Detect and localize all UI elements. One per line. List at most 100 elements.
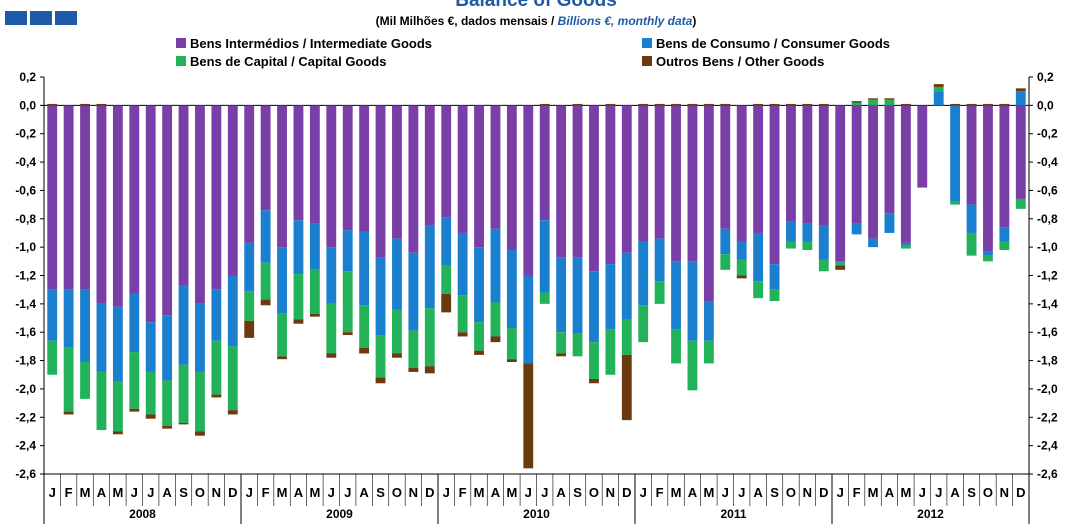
bar-segment-4 bbox=[736, 275, 747, 279]
x-tick-label: J bbox=[328, 485, 335, 500]
bar-segment-2 bbox=[506, 249, 517, 328]
x-tick-label: J bbox=[935, 485, 942, 500]
bar-segment-1 bbox=[145, 105, 156, 323]
bar-segment-4 bbox=[359, 347, 370, 354]
bar-segment-4 bbox=[474, 350, 484, 355]
bar-segment-2 bbox=[933, 91, 944, 106]
bar-segment-4 bbox=[342, 332, 353, 336]
bar-segment-1 bbox=[195, 105, 205, 304]
bar-segment-2 bbox=[195, 303, 205, 372]
bar-segment-3 bbox=[227, 346, 238, 411]
bar-segment-1 bbox=[720, 105, 731, 229]
bar-segment-3 bbox=[112, 381, 123, 432]
bar-segment-2 bbox=[999, 227, 1010, 242]
bar-segment-1 bbox=[277, 105, 287, 248]
chart-subtitle: (Mil Milhões €, dados mensais / Billions… bbox=[0, 13, 1072, 29]
bar-segment-1 bbox=[621, 105, 632, 253]
bar-segment-4 bbox=[408, 367, 419, 372]
x-tick-label: A bbox=[688, 485, 698, 500]
bar-segment-1 bbox=[786, 105, 796, 222]
bar-segment-2 bbox=[112, 306, 123, 382]
legend-label: Bens de Consumo / Consumer Goods bbox=[656, 36, 890, 51]
x-tick-label: A bbox=[950, 485, 960, 500]
x-tick-label: O bbox=[983, 485, 993, 500]
bar-segment-2 bbox=[441, 217, 452, 266]
bar-segment-2 bbox=[900, 242, 911, 246]
bar-segment-2 bbox=[326, 247, 337, 304]
bar-segment-1 bbox=[687, 105, 698, 262]
y-tick-label-left: -1,4 bbox=[15, 297, 36, 311]
x-tick-label: O bbox=[589, 485, 599, 500]
bar-segment-4 bbox=[983, 103, 993, 106]
x-tick-label: A bbox=[294, 485, 304, 500]
x-tick-label: M bbox=[309, 485, 320, 500]
bar-segment-1 bbox=[539, 105, 550, 221]
legend-swatch bbox=[642, 38, 652, 48]
x-tick-label: F bbox=[853, 485, 861, 500]
bar-segment-2 bbox=[408, 252, 419, 331]
bar-segment-2 bbox=[474, 247, 484, 323]
y-tick-label-left: -1,0 bbox=[15, 240, 36, 254]
bar-segment-4 bbox=[326, 353, 337, 358]
y-tick-label-right: -1,2 bbox=[1037, 269, 1058, 283]
bar-segment-1 bbox=[392, 105, 402, 239]
bar-segment-3 bbox=[966, 232, 977, 256]
x-tick-label: A bbox=[753, 485, 763, 500]
bar-segment-2 bbox=[966, 204, 977, 233]
bar-segment-1 bbox=[96, 105, 107, 304]
bar-segment-4 bbox=[589, 379, 599, 384]
bar-segment-1 bbox=[589, 105, 599, 272]
y-tick-label-left: 0,0 bbox=[19, 98, 36, 112]
bar-segment-3 bbox=[490, 302, 501, 337]
x-tick-label: J bbox=[147, 485, 154, 500]
bar-segment-1 bbox=[474, 105, 484, 248]
bar-segment-2 bbox=[769, 264, 780, 290]
bar-segment-1 bbox=[375, 105, 386, 258]
bar-segment-2 bbox=[260, 210, 271, 263]
bar-segment-2 bbox=[96, 303, 107, 372]
y-tick-label-right: -0,4 bbox=[1037, 155, 1058, 169]
bar-segment-1 bbox=[178, 105, 189, 286]
bar-segment-3 bbox=[178, 364, 189, 423]
bar-segment-2 bbox=[983, 251, 993, 256]
bar-segment-4 bbox=[129, 408, 140, 412]
bar-segment-4 bbox=[244, 320, 255, 338]
bar-segment-4 bbox=[457, 332, 468, 337]
bar-segment-4 bbox=[769, 103, 780, 106]
x-tick-label: N bbox=[212, 485, 221, 500]
bar-segment-3 bbox=[605, 329, 616, 375]
bar-segment-4 bbox=[80, 103, 90, 106]
bar-segment-3 bbox=[589, 342, 599, 380]
bar-segment-1 bbox=[162, 105, 173, 316]
bar-segment-4 bbox=[490, 336, 501, 343]
bar-segment-4 bbox=[556, 353, 567, 357]
bar-segment-3 bbox=[96, 371, 107, 431]
bar-segment-4 bbox=[572, 103, 583, 106]
bar-segment-3 bbox=[392, 309, 402, 354]
y-tick-label-right: 0,0 bbox=[1037, 98, 1054, 112]
bar-segment-1 bbox=[244, 105, 255, 243]
bar-segment-3 bbox=[556, 332, 567, 354]
x-tick-label: A bbox=[556, 485, 566, 500]
bar-segment-2 bbox=[703, 301, 714, 341]
bar-segment-2 bbox=[342, 230, 353, 272]
x-tick-label: J bbox=[525, 485, 532, 500]
bar-segment-1 bbox=[457, 105, 468, 233]
bar-segment-1 bbox=[424, 105, 435, 226]
x-tick-label: J bbox=[837, 485, 844, 500]
x-tick-label: F bbox=[459, 485, 467, 500]
x-tick-label: J bbox=[738, 485, 745, 500]
x-tick-label: D bbox=[425, 485, 434, 500]
bar-segment-2 bbox=[868, 238, 878, 248]
bar-segment-4 bbox=[424, 366, 435, 374]
bar-segment-2 bbox=[736, 241, 747, 260]
bar-segment-2 bbox=[424, 225, 435, 309]
bar-segment-2 bbox=[490, 228, 501, 303]
x-tick-label: N bbox=[606, 485, 615, 500]
bar-segment-1 bbox=[342, 105, 353, 231]
bar-segment-4 bbox=[884, 98, 895, 100]
y-tick-label-right: -0,8 bbox=[1037, 212, 1058, 226]
bar-segment-2 bbox=[671, 261, 681, 330]
bar-segment-3 bbox=[835, 262, 846, 266]
x-tick-label: M bbox=[277, 485, 288, 500]
